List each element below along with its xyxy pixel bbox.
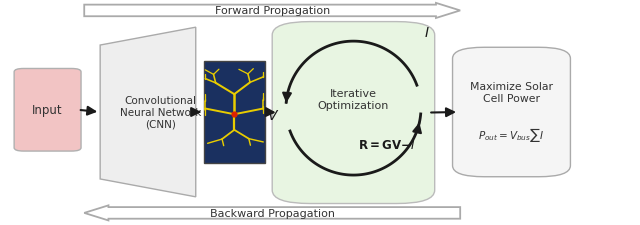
- FancyArrow shape: [84, 4, 460, 19]
- Text: Maximize Solar
Cell Power: Maximize Solar Cell Power: [470, 82, 553, 103]
- Text: Input: Input: [32, 104, 63, 117]
- Text: $\it{I}$: $\it{I}$: [424, 26, 429, 40]
- Text: Convolutional
Neural Network
(CNN): Convolutional Neural Network (CNN): [120, 96, 202, 129]
- Text: Iterative
Optimization: Iterative Optimization: [318, 89, 389, 110]
- Polygon shape: [100, 28, 196, 197]
- Text: $\mathbf{R = GV\!-\!{\it{I}}}$: $\mathbf{R = GV\!-\!{\it{I}}}$: [358, 139, 416, 152]
- FancyArrow shape: [84, 205, 460, 220]
- Bar: [204, 61, 264, 164]
- Text: $\it{V}$: $\it{V}$: [268, 108, 280, 122]
- Text: Forward Propagation: Forward Propagation: [214, 6, 330, 16]
- FancyBboxPatch shape: [14, 69, 81, 151]
- FancyBboxPatch shape: [452, 48, 570, 177]
- Text: Backward Propagation: Backward Propagation: [210, 208, 335, 218]
- Text: $P_{out} = V_{bus}\sum I$: $P_{out} = V_{bus}\sum I$: [478, 126, 545, 144]
- FancyBboxPatch shape: [272, 22, 435, 204]
